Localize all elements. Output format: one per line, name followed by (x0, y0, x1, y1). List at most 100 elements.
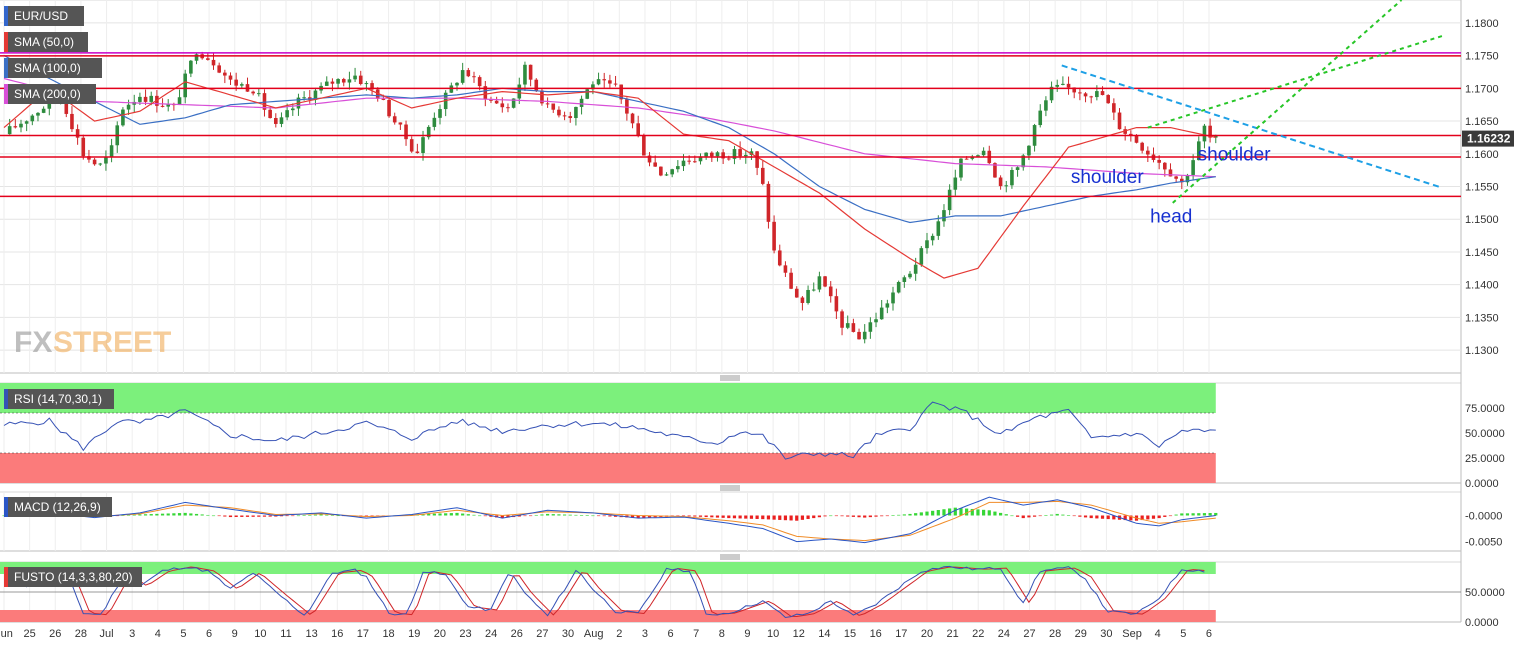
macd-histogram-bar (325, 514, 329, 516)
trendline-green (1172, 0, 1403, 204)
x-tick-label: 26 (49, 628, 61, 640)
candle-body (1157, 159, 1161, 163)
candle-body (1038, 110, 1043, 126)
rsi-label-bg[interactable] (4, 389, 114, 409)
candle-body (477, 77, 482, 87)
candle-body (828, 286, 833, 297)
y-tick-label: 1.1600 (1465, 149, 1499, 161)
candle-body (324, 81, 329, 86)
macd-histogram-bar (919, 512, 923, 516)
macd-histogram-bar (1015, 515, 1020, 517)
macd-histogram-bar (489, 515, 493, 517)
macd-histogram-bar (885, 515, 889, 517)
sma50-label-bg[interactable] (4, 32, 88, 52)
macd-histogram-bar (851, 515, 855, 517)
candle-body (738, 149, 742, 157)
candle-body (574, 106, 578, 119)
fxstreet-logo: FX STREET (14, 326, 171, 359)
x-tick-label: 24 (485, 628, 497, 640)
macd-histogram-bar (1163, 515, 1167, 517)
candle-body (160, 105, 165, 107)
macd-histogram-bar (783, 515, 788, 521)
stochastic-label-bg[interactable] (4, 567, 142, 587)
candle-body (506, 107, 510, 109)
candle-body (823, 276, 827, 287)
candle-body (206, 58, 210, 60)
macd-histogram-bar (551, 514, 555, 516)
macd-histogram-bar (211, 515, 216, 517)
sma100-label[interactable]: SMA (100,0) (14, 61, 81, 75)
candle-body (755, 151, 759, 168)
candle-body (777, 250, 782, 266)
x-tick-label: 6 (1206, 628, 1212, 640)
macd-histogram-bar (274, 515, 278, 517)
candle-body (81, 137, 86, 157)
horizontal-levels (0, 52, 1461, 198)
sma200-label-bg[interactable] (4, 84, 96, 104)
candle-body (630, 113, 635, 124)
x-tick-label: 4 (155, 628, 161, 640)
macd-histogram-bar (1202, 513, 1207, 516)
candle-body (64, 96, 69, 114)
macd-histogram-bar (1078, 515, 1082, 517)
macd-histogram-bar (846, 515, 850, 517)
macd-label[interactable]: MACD (12,26,9) (14, 500, 101, 514)
sma200-label[interactable]: SMA (200,0) (14, 87, 81, 101)
x-tick-label: Jun (0, 628, 13, 640)
instrument-label-bg (4, 6, 84, 26)
trendline-green (1147, 35, 1443, 129)
sma50-label[interactable]: SMA (50,0) (14, 35, 74, 49)
x-tick-label: Sep (1122, 628, 1142, 640)
macd-histogram-bar (1197, 513, 1201, 516)
macd-histogram-bar (738, 515, 742, 519)
macd-histogram-bar (744, 515, 748, 519)
macd-histogram-bar (313, 514, 318, 516)
macd-histogram-bar (1208, 513, 1212, 516)
macd-histogram-bar (438, 513, 442, 516)
macd-histogram-bar (245, 515, 250, 517)
x-tick-label: 26 (511, 628, 523, 640)
x-tick-label: 14 (818, 628, 830, 640)
candle-body (1140, 142, 1144, 151)
macd-histogram-bar (1106, 515, 1110, 520)
macd-histogram-bar (1112, 515, 1116, 520)
x-tick-label: 12 (793, 628, 805, 640)
candle-body (732, 149, 737, 159)
macd-histogram-bar (914, 513, 918, 516)
stochastic-label[interactable]: FUSTO (14,3,3,80,20) (14, 570, 133, 584)
candle-body (109, 145, 114, 157)
rsi-label[interactable]: RSI (14,70,30,1) (14, 392, 102, 406)
x-tick-label: 10 (767, 628, 779, 640)
macd-histogram-bar (715, 515, 720, 518)
y-tick-label: 1.1400 (1465, 280, 1499, 292)
candle-body (517, 84, 522, 99)
macd-histogram-bar (200, 514, 204, 516)
candle-body (92, 159, 97, 165)
candle-body (149, 95, 154, 102)
candle-body (794, 288, 799, 298)
macd-histogram-bar (529, 515, 533, 517)
macd-histogram-bar (789, 515, 793, 521)
logo-text-street: STREET (53, 326, 171, 359)
macd-histogram-bar (228, 515, 233, 518)
macd-label-bg[interactable] (4, 497, 112, 517)
macd-histogram-bar (149, 514, 153, 516)
current-price-marker: 1.16232 (1462, 130, 1514, 147)
candle-body (1055, 84, 1060, 87)
macd-histogram-bar (557, 514, 561, 516)
macd-histogram-bar (613, 515, 618, 517)
candle-body (511, 98, 516, 108)
sma100-label-bg[interactable] (4, 58, 102, 78)
candle-body (189, 60, 193, 74)
candle-body (404, 124, 408, 140)
macd-histogram-bar (500, 515, 504, 519)
candle-body (1208, 125, 1212, 138)
rsi-y-tick-label: 50.0000 (1465, 428, 1505, 440)
x-tick-label: 8 (719, 628, 725, 640)
candle-body (358, 75, 363, 84)
macd-histogram-bar (257, 515, 261, 517)
candle-body (183, 73, 187, 98)
candle-body (789, 272, 793, 289)
candle-body (613, 83, 618, 85)
candle-body (228, 75, 233, 80)
